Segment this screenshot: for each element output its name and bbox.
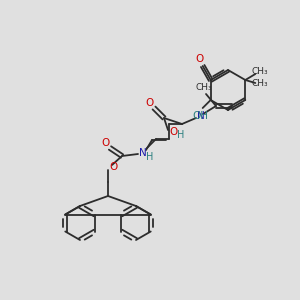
Text: O: O — [196, 54, 204, 64]
Text: CH₃: CH₃ — [196, 82, 212, 91]
Text: CH₃: CH₃ — [251, 80, 268, 88]
Text: O: O — [101, 138, 109, 148]
Text: H: H — [177, 130, 185, 140]
Text: N: N — [139, 148, 147, 158]
Text: O: O — [170, 127, 178, 137]
Text: O: O — [145, 98, 153, 108]
Text: O: O — [110, 162, 118, 172]
Text: CH₃: CH₃ — [251, 68, 268, 76]
Text: N: N — [197, 111, 205, 121]
Text: H: H — [146, 152, 154, 162]
Text: OH: OH — [193, 111, 209, 121]
